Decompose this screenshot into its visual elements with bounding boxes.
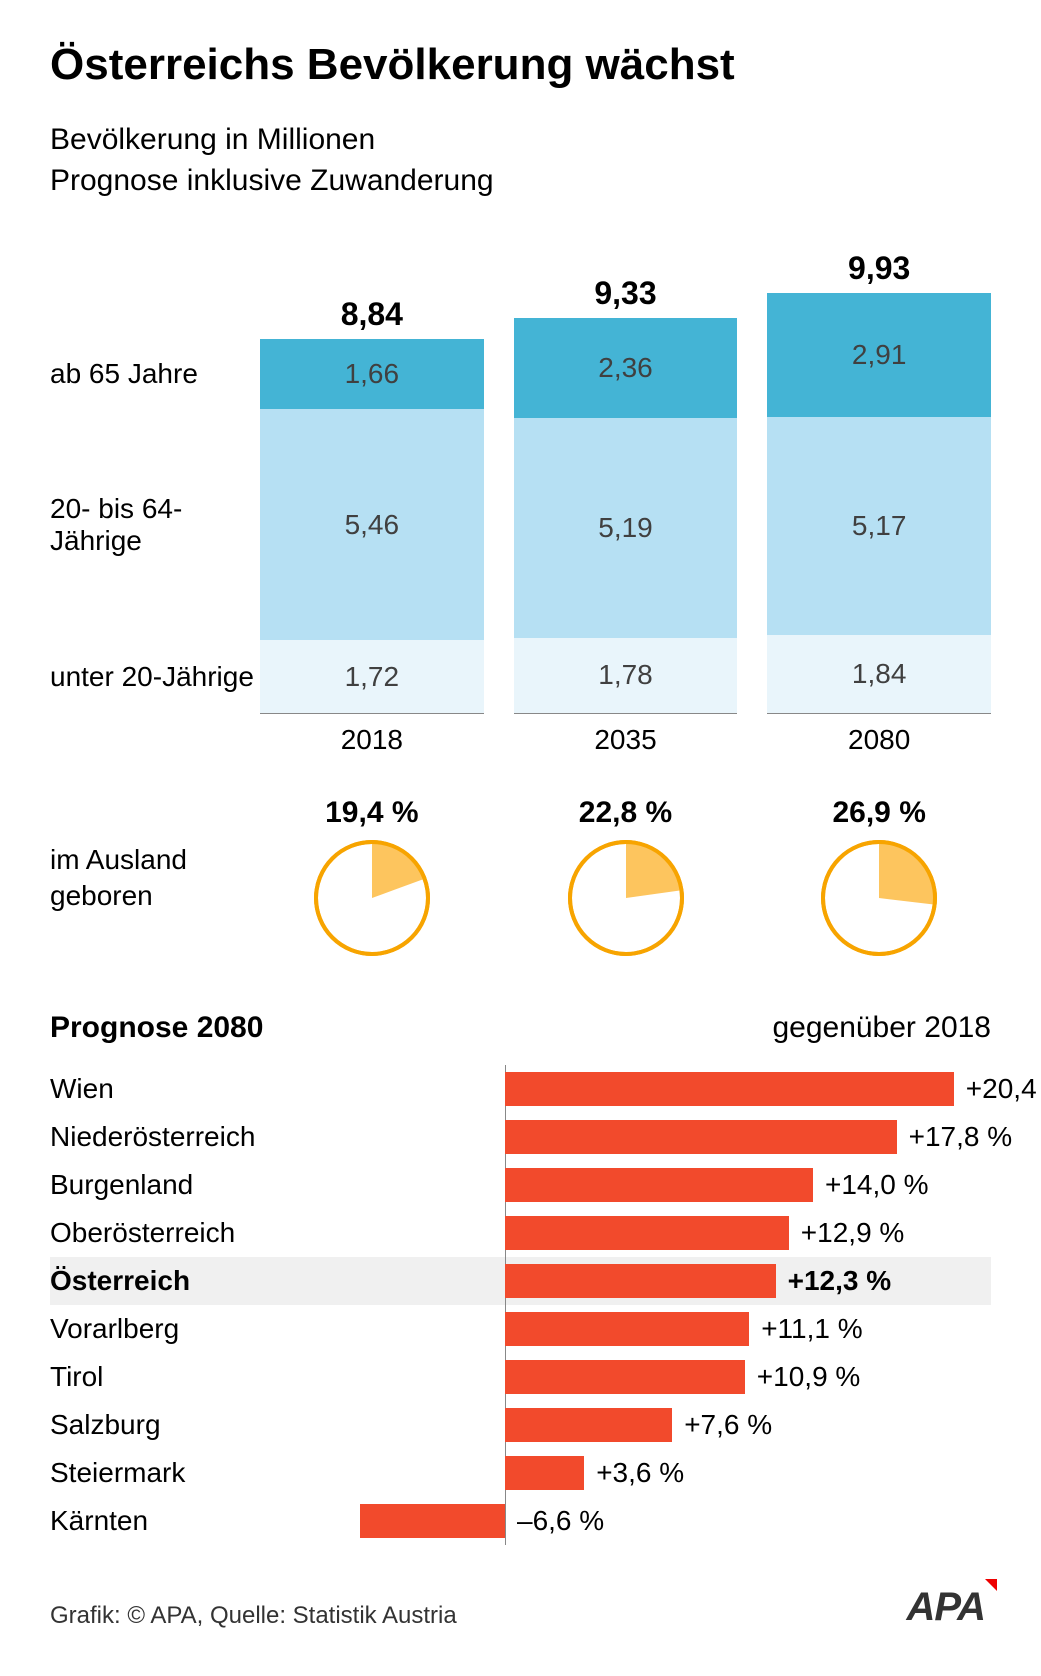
stack-column: 9,932,915,171,842080 [767,231,991,756]
hbar-value-label: +17,8 % [909,1121,1013,1153]
hbar-row-name: Wien [50,1073,360,1105]
page-title: Österreichs Bevölkerung wächst [50,40,991,90]
pie-pct-label: 22,8 % [579,796,672,830]
hbar-row-name: Vorarlberg [50,1313,360,1345]
hbar-value-label: +7,6 % [684,1409,772,1441]
stack-segment-old: 1,66 [260,339,484,409]
hbar-row: Vorarlberg +11,1 % [50,1305,991,1353]
hbar-bar [505,1072,954,1106]
hbar-row: Tirol +10,9 % [50,1353,991,1401]
pie-row: im Ausland geboren 19,4 % 22,8 % 26,9 % [50,796,991,961]
hbar-value-label: +20,4 % [966,1073,1041,1105]
hbar-bar [505,1312,749,1346]
stack-category-label: ab 65 Jahre [50,339,260,409]
hbar-row: Wien+20,4 % [50,1065,991,1113]
hbar-value-label: +14,0 % [825,1169,929,1201]
hbar-row-name: Salzburg [50,1409,360,1441]
stack-year-label: 2035 [514,714,738,756]
stack-column: 9,332,365,191,782035 [514,231,738,756]
stack-total-label: 8,84 [260,277,484,339]
hbar-row: Steiermark +3,6 % [50,1449,991,1497]
pie-icon [821,840,937,956]
subtitle: Bevölkerung in Millionen Prognose inklus… [50,120,991,201]
stack-segment-mid: 5,19 [514,418,738,638]
hbar-title-left: Prognose 2080 [50,1011,263,1045]
stacked-bar-chart: ab 65 Jahre20- bis 64-Jährigeunter 20-Jä… [50,231,991,756]
hbar-value-label: +10,9 % [757,1361,861,1393]
hbar-row-name: Niederösterreich [50,1121,360,1153]
hbar-bar [360,1504,505,1538]
hbar-bar [505,1216,789,1250]
stack-total-label: 9,33 [514,256,738,318]
stack-segment-young: 1,78 [514,638,738,713]
pie-column: 22,8 % [514,796,738,961]
hbar-title-right: gegenüber 2018 [772,1011,991,1045]
hbar-section: Prognose 2080 gegenüber 2018 Wien+20,4 %… [50,1011,991,1545]
stack-segment-young: 1,72 [260,640,484,713]
hbar-value-label: +12,9 % [801,1217,905,1249]
pie-column: 26,9 % [767,796,991,961]
hbar-row-name: Österreich [50,1265,360,1297]
credit-text: Grafik: © APA, Quelle: Statistik Austria [50,1602,457,1630]
hbar-row: Oberösterreich +12,9 % [50,1209,991,1257]
hbar-bar [505,1408,672,1442]
hbar-row-name: Burgenland [50,1169,360,1201]
hbar-row: Salzburg +7,6 % [50,1401,991,1449]
stack-year-label: 2018 [260,714,484,756]
stack-segment-young: 1,84 [767,635,991,713]
hbar-row: Österreich +12,3 % [50,1257,991,1305]
hbar-value-label: +11,1 % [761,1313,862,1345]
hbar-bar [505,1168,813,1202]
hbar-value-label: +12,3 % [788,1265,892,1297]
hbar-row-name: Oberösterreich [50,1217,360,1249]
hbar-bar [505,1264,776,1298]
stack-segment-old: 2,91 [767,293,991,416]
stack-year-label: 2080 [767,714,991,756]
hbar-row-name: Steiermark [50,1457,360,1489]
pie-column: 19,4 % [260,796,484,961]
stack-category-label: unter 20-Jährige [50,640,260,713]
stack-category-label: 20- bis 64-Jährige [50,409,260,640]
stack-segment-mid: 5,17 [767,417,991,636]
apa-logo: APA [907,1585,991,1630]
stack-column: 8,841,665,461,722018 [260,231,484,756]
subtitle-line2: Prognose inklusive Zuwanderung [50,161,991,202]
pie-row-label: im Ausland geboren [50,796,260,961]
pie-icon [568,840,684,956]
pie-pct-label: 19,4 % [325,796,418,830]
pie-pct-label: 26,9 % [832,796,925,830]
hbar-bar [505,1360,745,1394]
hbar-row: Burgenland +14,0 % [50,1161,991,1209]
hbar-row-name: Kärnten [50,1505,360,1537]
hbar-row: Niederösterreich+17,8 % [50,1113,991,1161]
hbar-bar [505,1120,897,1154]
stack-segment-mid: 5,46 [260,409,484,640]
hbar-row-name: Tirol [50,1361,360,1393]
stack-total-label: 9,93 [767,231,991,293]
hbar-value-label: +3,6 % [596,1457,684,1489]
hbar-bar [505,1456,584,1490]
stack-segment-old: 2,36 [514,318,738,418]
hbar-row: Kärnten –6,6 % [50,1497,991,1545]
subtitle-line1: Bevölkerung in Millionen [50,120,991,161]
pie-icon [314,840,430,956]
hbar-value-label: –6,6 % [517,1505,604,1537]
footer: Grafik: © APA, Quelle: Statistik Austria… [50,1585,991,1630]
